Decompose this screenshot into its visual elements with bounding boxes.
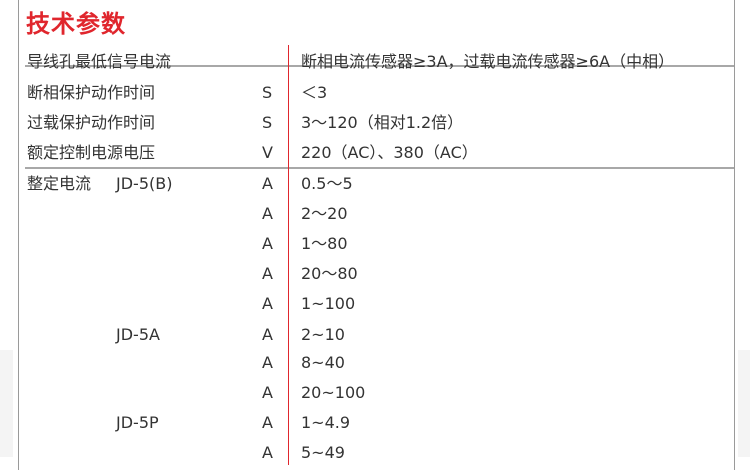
param-label: 断相保护动作时间 [27, 83, 156, 102]
model-name: JD-5(B) [116, 174, 173, 193]
current-range: 1～80 [301, 234, 348, 253]
param-label: 过载保护动作时间 [27, 113, 156, 132]
current-range: 20~100 [301, 383, 366, 402]
current-range: 1~4.9 [301, 413, 351, 432]
current-range: 2~10 [301, 325, 345, 344]
current-range: 0.5～5 [301, 174, 353, 193]
param-unit: S [262, 83, 273, 102]
column-divider [288, 45, 289, 465]
header-divider [25, 65, 734, 67]
page-background-right [738, 350, 750, 457]
param-value: 220（AC）、380（AC） [301, 143, 478, 162]
model-name: JD-5P [116, 413, 159, 432]
param-value: ＜3 [301, 83, 328, 102]
current-unit: A [262, 264, 273, 283]
section-divider [25, 167, 734, 169]
param-label: 额定控制电源电压 [27, 143, 156, 162]
page-background-left [0, 350, 13, 457]
setting-current-label: 整定电流 [27, 174, 92, 193]
current-range: 8~40 [301, 353, 345, 372]
current-unit: A [262, 234, 273, 253]
current-unit: A [262, 204, 273, 223]
current-range: 2～20 [301, 204, 348, 223]
section-title: 技术参数 [26, 10, 126, 38]
param-value: 断相电流传感器≥3A，过载电流传感器≥6A（中相） [301, 52, 675, 71]
param-unit: V [262, 143, 273, 162]
current-range: 20～80 [301, 264, 358, 283]
current-range: 1~100 [301, 294, 356, 313]
current-unit: A [262, 294, 273, 313]
param-unit: S [262, 113, 273, 132]
param-value: 3～120（相对1.2倍） [301, 113, 464, 132]
current-unit: A [262, 174, 273, 193]
current-unit: A [262, 325, 273, 344]
param-label: 导线孔最低信号电流 [27, 52, 172, 71]
current-unit: A [262, 353, 273, 372]
spec-table-frame [18, 0, 735, 470]
current-unit: A [262, 413, 273, 432]
current-unit: A [262, 383, 273, 402]
current-unit: A [262, 443, 273, 462]
current-range: 5~49 [301, 443, 345, 462]
model-name: JD-5A [116, 325, 160, 344]
